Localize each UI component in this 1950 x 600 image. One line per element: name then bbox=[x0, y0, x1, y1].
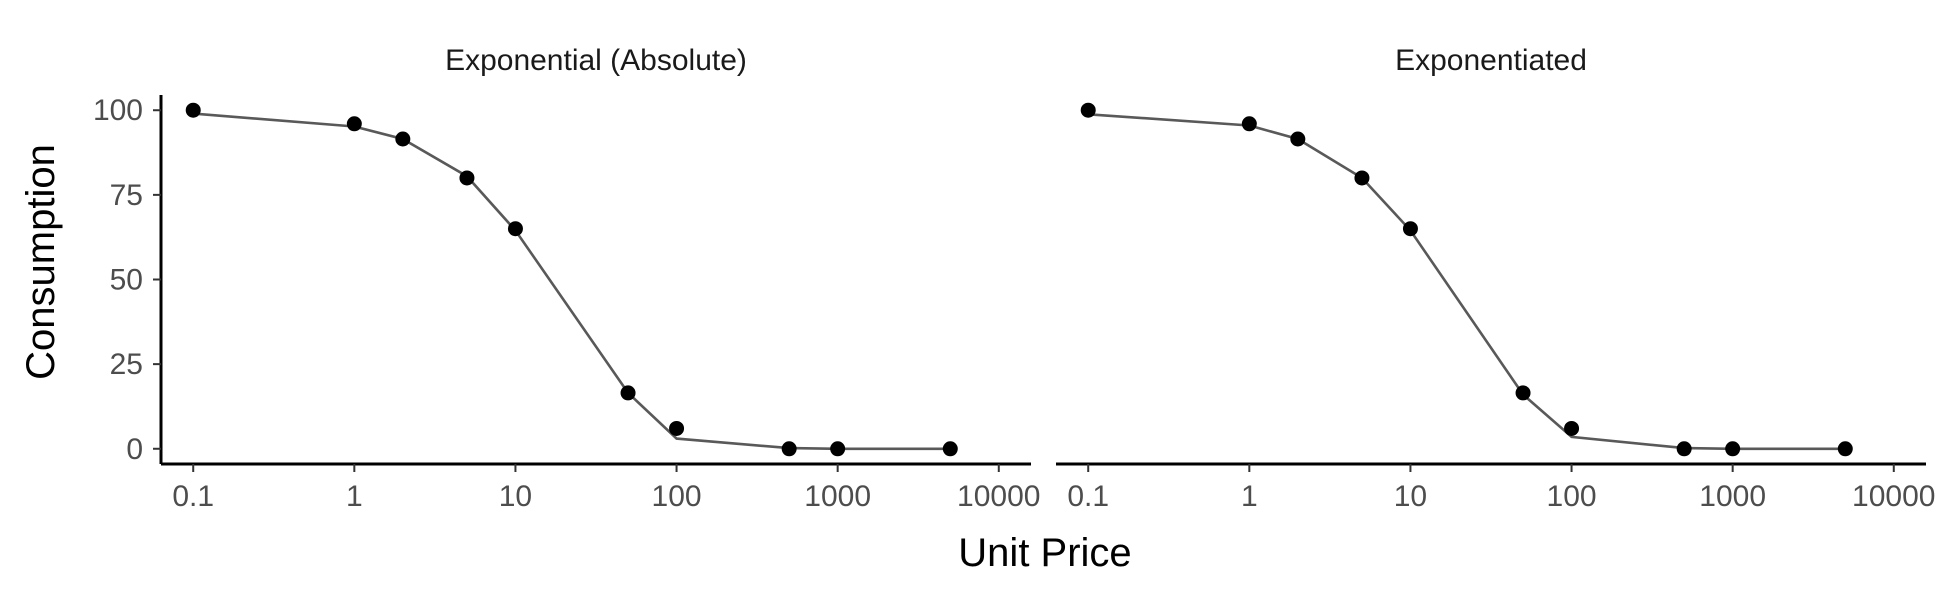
data-point bbox=[1080, 102, 1096, 118]
y-axis-title: Consumption bbox=[19, 144, 63, 380]
x-tick-label: 100 bbox=[1547, 480, 1597, 513]
x-tick-label: 0.1 bbox=[172, 480, 214, 513]
data-point bbox=[669, 420, 685, 436]
panel-1: Exponential (Absolute) 0 25 50 75 100 0.1 1 10 10… bbox=[93, 44, 1041, 513]
data-point bbox=[459, 170, 475, 186]
x-tick-label: 10 bbox=[1394, 480, 1427, 513]
data-point bbox=[1290, 131, 1306, 147]
data-point bbox=[507, 221, 523, 237]
data-point bbox=[1241, 116, 1257, 132]
data-point bbox=[1402, 221, 1418, 237]
data-point bbox=[1725, 441, 1741, 457]
panel-title: Exponentiated bbox=[1395, 44, 1587, 77]
panel-title: Exponential (Absolute) bbox=[445, 44, 747, 77]
x-tick-label: 0.1 bbox=[1067, 480, 1109, 513]
x-tick-label: 1 bbox=[346, 480, 363, 513]
x-tick-label: 1 bbox=[1241, 480, 1258, 513]
fit-line bbox=[1088, 113, 1846, 451]
x-tick-label: 10000 bbox=[957, 480, 1040, 513]
data-point bbox=[185, 102, 201, 118]
y-tick-label: 0 bbox=[126, 433, 143, 466]
y-tick-label: 25 bbox=[110, 348, 143, 381]
data-point bbox=[1676, 441, 1692, 457]
x-tick-label: 100 bbox=[652, 480, 702, 513]
x-tick-label: 10 bbox=[499, 480, 532, 513]
y-tick-label: 50 bbox=[110, 264, 143, 297]
data-point bbox=[1515, 385, 1531, 401]
x-tick-label: 1000 bbox=[804, 480, 871, 513]
panel-2: Exponentiated 0.1 1 10 100 1000 10000 bbox=[1056, 44, 1935, 513]
y-tick-label: 75 bbox=[110, 179, 143, 212]
x-axis-title: Unit Price bbox=[958, 531, 1131, 575]
y-tick-label: 100 bbox=[93, 94, 143, 127]
data-point bbox=[395, 131, 411, 147]
data-point bbox=[781, 441, 797, 457]
data-point bbox=[1837, 441, 1853, 457]
data-point bbox=[1564, 420, 1580, 436]
data-point bbox=[942, 441, 958, 457]
fit-line bbox=[193, 112, 951, 451]
data-point bbox=[346, 116, 362, 132]
x-tick-label: 1000 bbox=[1699, 480, 1766, 513]
x-tick-label: 10000 bbox=[1852, 480, 1935, 513]
data-point bbox=[620, 385, 636, 401]
data-point bbox=[1354, 170, 1370, 186]
data-point bbox=[830, 441, 846, 457]
